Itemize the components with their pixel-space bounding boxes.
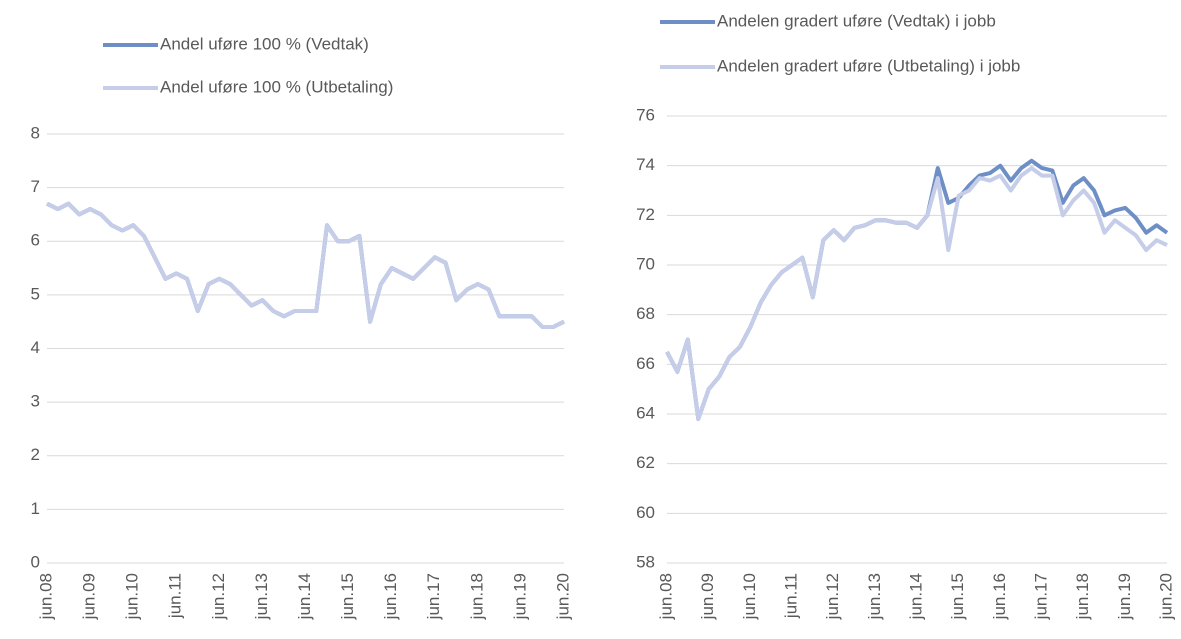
x-tick-label: jun.14 <box>906 573 925 620</box>
y-tick-label: 58 <box>636 552 655 571</box>
y-tick-label: 2 <box>31 445 40 464</box>
x-tick-label: jun.20 <box>1156 573 1175 620</box>
y-tick-label: 1 <box>31 499 40 518</box>
x-tick-label: jun.17 <box>424 573 443 620</box>
x-tick-label: jun.12 <box>823 573 842 620</box>
x-tick-label: jun.16 <box>381 573 400 620</box>
y-tick-label: 6 <box>31 231 40 250</box>
y-tick-label: 3 <box>31 392 40 411</box>
x-tick-label: jun.15 <box>948 573 967 620</box>
x-tick-label: jun.18 <box>467 573 486 620</box>
y-tick-label: 72 <box>636 205 655 224</box>
y-tick-label: 0 <box>31 552 40 571</box>
x-tick-label: jun.09 <box>80 573 99 620</box>
x-tick-label: jun.16 <box>990 573 1009 620</box>
legend-label: Andel uføre 100 % (Utbetaling) <box>160 77 393 96</box>
y-tick-label: 70 <box>636 254 655 273</box>
x-tick-label: jun.13 <box>865 573 884 620</box>
x-tick-label: jun.11 <box>166 573 185 619</box>
x-tick-label: jun.12 <box>209 573 228 620</box>
x-tick-label: jun.19 <box>510 573 529 620</box>
x-tick-label: jun.17 <box>1031 573 1050 620</box>
y-tick-label: 60 <box>636 503 655 522</box>
y-tick-label: 76 <box>636 105 655 124</box>
data-line <box>665 166 1168 421</box>
y-tick-label: 5 <box>31 284 40 303</box>
y-tick-label: 64 <box>636 403 655 422</box>
x-tick-label: jun.14 <box>295 573 314 620</box>
y-tick-label: 68 <box>636 304 655 323</box>
y-tick-label: 8 <box>31 123 40 142</box>
x-tick-label: jun.15 <box>338 573 357 620</box>
data-line <box>46 201 565 329</box>
y-tick-label: 62 <box>636 453 655 472</box>
x-tick-label: jun.09 <box>698 573 717 620</box>
y-tick-label: 74 <box>636 155 655 174</box>
y-tick-label: 4 <box>31 338 40 357</box>
x-tick-label: jun.20 <box>553 573 572 620</box>
y-tick-label: 66 <box>636 354 655 373</box>
x-tick-label: jun.11 <box>781 573 800 619</box>
x-tick-label: jun.19 <box>1115 573 1134 620</box>
x-tick-label: jun.08 <box>36 573 55 620</box>
x-tick-label: jun.10 <box>123 573 142 620</box>
x-tick-label: jun.18 <box>1073 573 1092 620</box>
legend-label: Andelen gradert uføre (Vedtak) i jobb <box>717 11 996 30</box>
data-line <box>46 201 565 329</box>
x-tick-label: jun.10 <box>740 573 759 620</box>
x-tick-label: jun.08 <box>656 573 675 620</box>
x-tick-label: jun.13 <box>252 573 271 620</box>
legend-label: Andelen gradert uføre (Utbetaling) i job… <box>717 56 1020 75</box>
y-tick-label: 7 <box>31 177 40 196</box>
legend-label: Andel uføre 100 % (Vedtak) <box>160 34 369 53</box>
